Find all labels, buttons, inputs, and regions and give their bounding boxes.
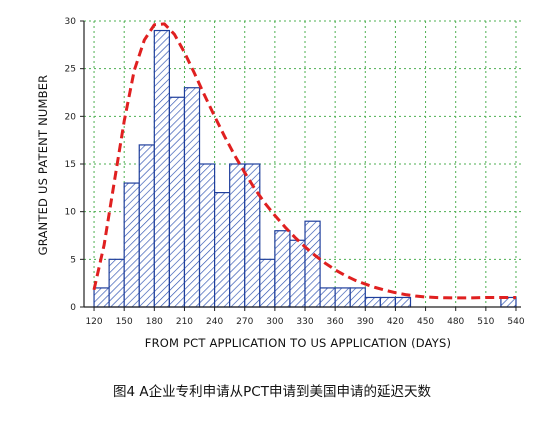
histogram-bar	[183, 87, 201, 308]
x-tick-label: 120	[85, 317, 102, 327]
histogram-bar	[259, 258, 276, 308]
x-tick-label: 510	[477, 317, 494, 327]
histogram-bars	[93, 29, 517, 308]
figure-caption: 图4 A企业专利申请从PCT申请到美国申请的延迟天数	[113, 384, 431, 400]
histogram-bar	[153, 29, 170, 308]
y-tick-label: 10	[65, 208, 77, 218]
x-tick-label: 360	[327, 317, 344, 327]
x-tick-label: 480	[447, 317, 464, 327]
histogram-bar	[123, 182, 140, 308]
x-tick-label: 390	[357, 317, 374, 327]
y-tick-label: 30	[65, 17, 77, 27]
y-tick-label: 5	[70, 255, 76, 265]
histogram-bar	[213, 192, 231, 308]
x-tick-label: 540	[507, 317, 524, 327]
histogram-bar	[334, 287, 351, 308]
histogram-bar	[349, 287, 366, 308]
histogram-bar	[229, 163, 246, 308]
x-tick-label: 240	[206, 317, 223, 327]
y-tick-label: 0	[70, 303, 76, 313]
x-tick-label: 450	[417, 317, 434, 327]
y-tick-label: 20	[65, 112, 77, 122]
y-tick-label: 25	[65, 65, 76, 75]
histogram-bar	[138, 144, 155, 308]
y-tick-label: 15	[65, 160, 76, 170]
histogram-bar	[289, 239, 306, 308]
fitted-curve-layer	[92, 22, 516, 300]
fitted-curve	[92, 22, 516, 300]
x-tick-label: 180	[146, 317, 163, 327]
histogram-bar	[319, 287, 336, 308]
histogram-bar	[364, 296, 381, 308]
y-axis-title: GRANTED US PATENT NUMBER	[36, 75, 50, 256]
x-tick-label: 420	[387, 317, 404, 327]
x-tick-label: 150	[116, 317, 133, 327]
histogram-chart: 120 150 180 210 240 270 300 330 360 390 420 450 480 5…	[36, 17, 525, 350]
x-tick-label: 300	[266, 317, 283, 327]
x-axis-title: FROM PCT APPLICATION TO US APPLICATION (…	[145, 336, 451, 350]
x-tick-label: 210	[176, 317, 193, 327]
histogram-bar	[379, 296, 397, 308]
histogram-bar	[274, 230, 291, 308]
x-tick-label: 270	[236, 317, 253, 327]
histogram-bar	[394, 296, 412, 308]
histogram-bar	[108, 258, 125, 308]
histogram-bar	[304, 220, 321, 308]
x-tick-label: 330	[296, 317, 313, 327]
histogram-bar	[168, 96, 186, 308]
histogram-bar	[93, 287, 110, 308]
histogram-bar	[198, 163, 216, 308]
tick-labels: 120 150 180 210 240 270 300 330 360 390 420 450 480 5…	[65, 17, 525, 327]
